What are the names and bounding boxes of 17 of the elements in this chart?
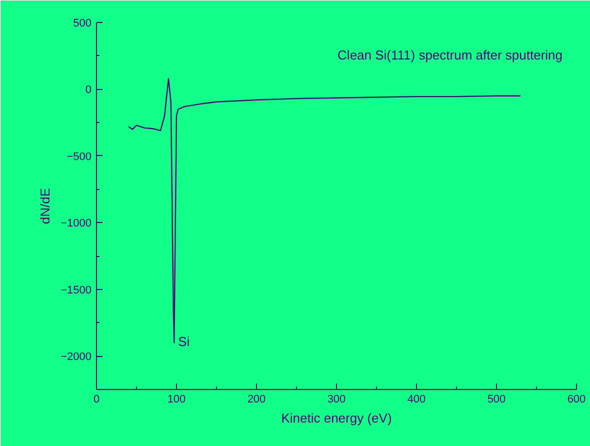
y-tick-label: −2000: [60, 351, 92, 364]
annotation: Clean Si(111) spectrum after sputtering: [338, 48, 563, 62]
annotation: Si: [178, 334, 190, 349]
x-axis-title: Kinetic energy (eV): [281, 410, 392, 426]
y-tick-label: 500: [73, 18, 92, 30]
x-tick-label: 400: [407, 394, 426, 406]
x-tick-label: 300: [327, 394, 346, 406]
y-tick-label: −500: [66, 150, 92, 163]
y-axis-title: dN/dE: [38, 188, 53, 224]
x-tick-label: 200: [247, 394, 266, 406]
x-tick-label: 0: [93, 394, 100, 406]
y-tick-label: 0: [85, 84, 92, 96]
x-tick-label: 500: [487, 394, 506, 406]
y-tick-label: −1000: [60, 218, 92, 230]
x-tick-label: 100: [167, 394, 186, 406]
x-tick-label: 600: [567, 394, 586, 406]
y-tick-label: −1500: [60, 284, 92, 296]
